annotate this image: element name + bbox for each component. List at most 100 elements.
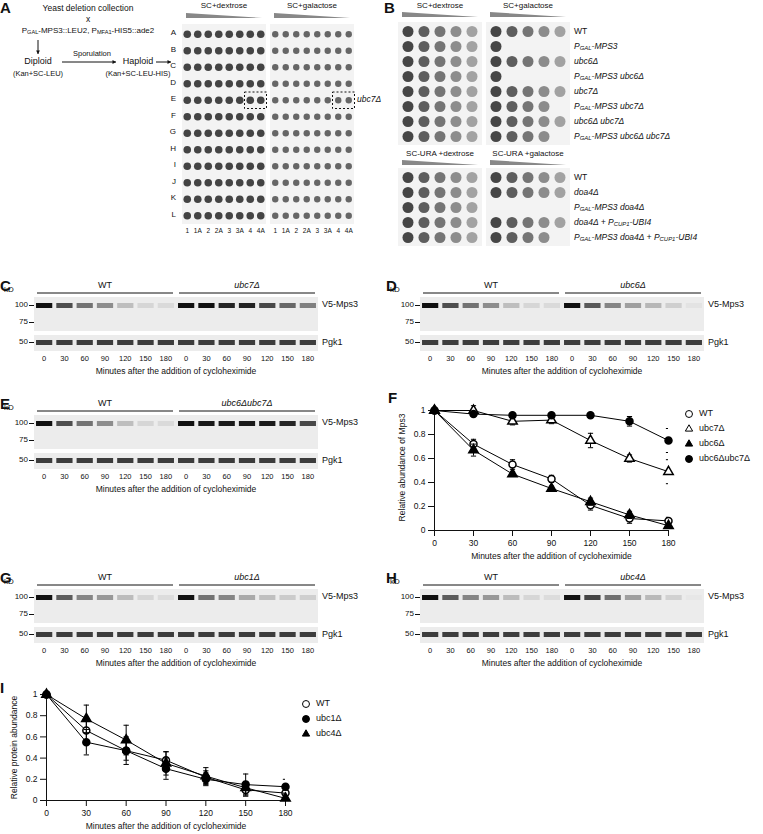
html-text:100: 100 xyxy=(14,300,28,309)
html-text:ubc1Δ: ubc1Δ xyxy=(234,572,260,582)
svg-text:0.4: 0.4 xyxy=(414,477,426,487)
html-text:V5-Mps3: V5-Mps3 xyxy=(322,299,358,309)
html-text:WT: WT xyxy=(484,572,498,582)
html-text:Minutes after the addition of: Minutes after the addition of cyclohexim… xyxy=(481,658,643,668)
svg-text:150: 150 xyxy=(239,808,253,818)
svg-text:0: 0 xyxy=(421,525,426,535)
svg-text:150: 150 xyxy=(622,538,636,548)
svg-text:90: 90 xyxy=(547,538,557,548)
svg-text:1: 1 xyxy=(421,405,426,415)
html-text:(Kan+SC-LEU): (Kan+SC-LEU) xyxy=(12,69,64,78)
html-text:ubc6Δ: ubc6Δ xyxy=(574,55,599,66)
html-text:Minutes after the addition of: Minutes after the addition of cyclohexim… xyxy=(481,366,643,376)
svg-text:0.6: 0.6 xyxy=(414,453,426,463)
html-text:B: B xyxy=(384,0,395,16)
html-text:SC+galactose: SC+galactose xyxy=(503,1,553,10)
html-text:doa4Δ + PCUP1-UBI4: doa4Δ + PCUP1-UBI4 xyxy=(574,216,652,227)
html-text:D: D xyxy=(386,277,397,294)
html-text:PGAL-MPS3 doa4Δ + PCUP1-UBI4: PGAL-MPS3 doa4Δ + PCUP1-UBI4 xyxy=(574,231,698,242)
html-text:(Kan+SC-LEU-HIS): (Kan+SC-LEU-HIS) xyxy=(105,69,171,78)
svg-text:30: 30 xyxy=(82,808,92,818)
svg-text:0.2: 0.2 xyxy=(414,501,426,511)
html-text:WT: WT xyxy=(98,398,112,408)
svg-text:0.8: 0.8 xyxy=(414,429,426,439)
html-text:SC-URA +galactose: SC-URA +galactose xyxy=(492,149,564,158)
html-text:ubc7Δ: ubc7Δ xyxy=(357,94,382,104)
html-text:Haploid: Haploid xyxy=(122,56,154,66)
html-text:WT: WT xyxy=(98,572,112,582)
html-text:ubc7Δ: ubc7Δ xyxy=(574,85,599,96)
svg-text:180: 180 xyxy=(278,808,292,818)
html-text:PGAL-MPS3 doa4Δ: PGAL-MPS3 doa4Δ xyxy=(574,201,645,212)
html-text:ubc4Δ: ubc4Δ xyxy=(316,728,342,738)
svg-text:Minutes after the addition of: Minutes after the addition of cyclohexim… xyxy=(471,551,632,561)
html-text:ubc6Δ: ubc6Δ xyxy=(699,438,725,448)
svg-text:0.8: 0.8 xyxy=(26,710,38,720)
html-text:WT: WT xyxy=(574,171,588,182)
html-text:Pgk1: Pgk1 xyxy=(322,629,343,639)
svg-text:0.4: 0.4 xyxy=(26,753,38,763)
html-text:Minutes after the addition of: Minutes after the addition of cyclohexim… xyxy=(95,366,257,376)
html-text:C: C xyxy=(0,277,11,294)
html-text:Sporulation: Sporulation xyxy=(73,49,111,58)
html-text:ubc6Δ ubc7Δ: ubc6Δ ubc7Δ xyxy=(574,115,625,126)
svg-text:Relative protein abundance: Relative protein abundance xyxy=(9,695,19,799)
html-text:Yeast deletion collection: Yeast deletion collection xyxy=(42,3,134,13)
html-text:V5-Mps3: V5-Mps3 xyxy=(322,591,358,601)
html-text:PGAL-MPS3 ubc7Δ: PGAL-MPS3 ubc7Δ xyxy=(574,100,644,111)
html-text:SC-URA +dextrose: SC-URA +dextrose xyxy=(406,149,474,158)
html-text:ubc4Δ: ubc4Δ xyxy=(620,572,646,582)
svg-text:0: 0 xyxy=(44,808,49,818)
svg-text:120: 120 xyxy=(199,808,213,818)
html-text:V5-Mps3: V5-Mps3 xyxy=(322,417,358,427)
svg-text:0: 0 xyxy=(33,795,38,805)
svg-text:0.2: 0.2 xyxy=(26,774,38,784)
svg-text:120: 120 xyxy=(583,538,597,548)
html-text:G: G xyxy=(0,569,12,586)
html-text:ubc7Δ: ubc7Δ xyxy=(699,423,725,433)
html-text:Minutes after the addition of: Minutes after the addition of cyclohexim… xyxy=(95,658,257,668)
svg-text:60: 60 xyxy=(121,808,131,818)
html-text:ubc6Δubc7Δ: ubc6Δubc7Δ xyxy=(699,453,751,463)
html-text:Pgk1: Pgk1 xyxy=(708,629,729,639)
svg-text:30: 30 xyxy=(469,538,479,548)
html-text:doa4Δ: doa4Δ xyxy=(574,186,599,197)
html-text:PGAL-MPS3::LEU2, PMFA1-HIS5::a: PGAL-MPS3::LEU2, PMFA1-HIS5::ade2 xyxy=(21,26,155,36)
html-text:ubc7Δ: ubc7Δ xyxy=(234,280,260,290)
html-text:SC+dextrose: SC+dextrose xyxy=(416,1,464,10)
svg-text:60: 60 xyxy=(508,538,518,548)
html-text:WT: WT xyxy=(98,280,112,290)
html-text:ubc6Δ: ubc6Δ xyxy=(620,280,646,290)
html-text:PGAL-MPS3: PGAL-MPS3 xyxy=(574,40,618,51)
html-text:Pgk1: Pgk1 xyxy=(708,337,729,347)
html-text:ubc1Δ: ubc1Δ xyxy=(316,713,342,723)
html-text:WT: WT xyxy=(699,408,713,418)
html-text:SC+dextrose: SC+dextrose xyxy=(200,1,248,10)
html-text:WT: WT xyxy=(574,25,588,36)
html-text:SC+galactose: SC+galactose xyxy=(287,1,337,10)
html-text:H: H xyxy=(386,569,397,586)
svg-text:1: 1 xyxy=(33,689,38,699)
html-text:WT: WT xyxy=(484,280,498,290)
svg-text:0.6: 0.6 xyxy=(26,732,38,742)
html-text:PGAL-MPS3 ubc6Δ ubc7Δ: PGAL-MPS3 ubc6Δ ubc7Δ xyxy=(574,130,671,141)
html-text:PGAL-MPS3 ubc6Δ: PGAL-MPS3 ubc6Δ xyxy=(574,70,644,81)
html-text:Diploid: Diploid xyxy=(24,56,52,66)
html-text:75: 75 xyxy=(19,317,28,326)
svg-text:Minutes after the addition of: Minutes after the addition of cyclohexim… xyxy=(86,821,247,831)
html-text:Minutes after the addition of: Minutes after the addition of cyclohexim… xyxy=(95,484,257,494)
html-text:WT: WT xyxy=(316,698,330,708)
svg-text:180: 180 xyxy=(661,538,675,548)
svg-text:0: 0 xyxy=(432,538,437,548)
html-text:Pgk1: Pgk1 xyxy=(322,337,343,347)
html-text:kD: kD xyxy=(4,285,14,294)
html-text:Pgk1: Pgk1 xyxy=(322,455,343,465)
svg-text:Relative abundance of Mps3: Relative abundance of Mps3 xyxy=(397,413,407,521)
html-text:ubc6Δubc7Δ: ubc6Δubc7Δ xyxy=(221,398,273,408)
html-text:V5-Mps3: V5-Mps3 xyxy=(708,591,744,601)
html-text:V5-Mps3: V5-Mps3 xyxy=(708,299,744,309)
html-text:A: A xyxy=(0,0,11,16)
html-text:E: E xyxy=(0,395,10,412)
html-text:F: F xyxy=(388,389,398,406)
svg-text:90: 90 xyxy=(161,808,171,818)
